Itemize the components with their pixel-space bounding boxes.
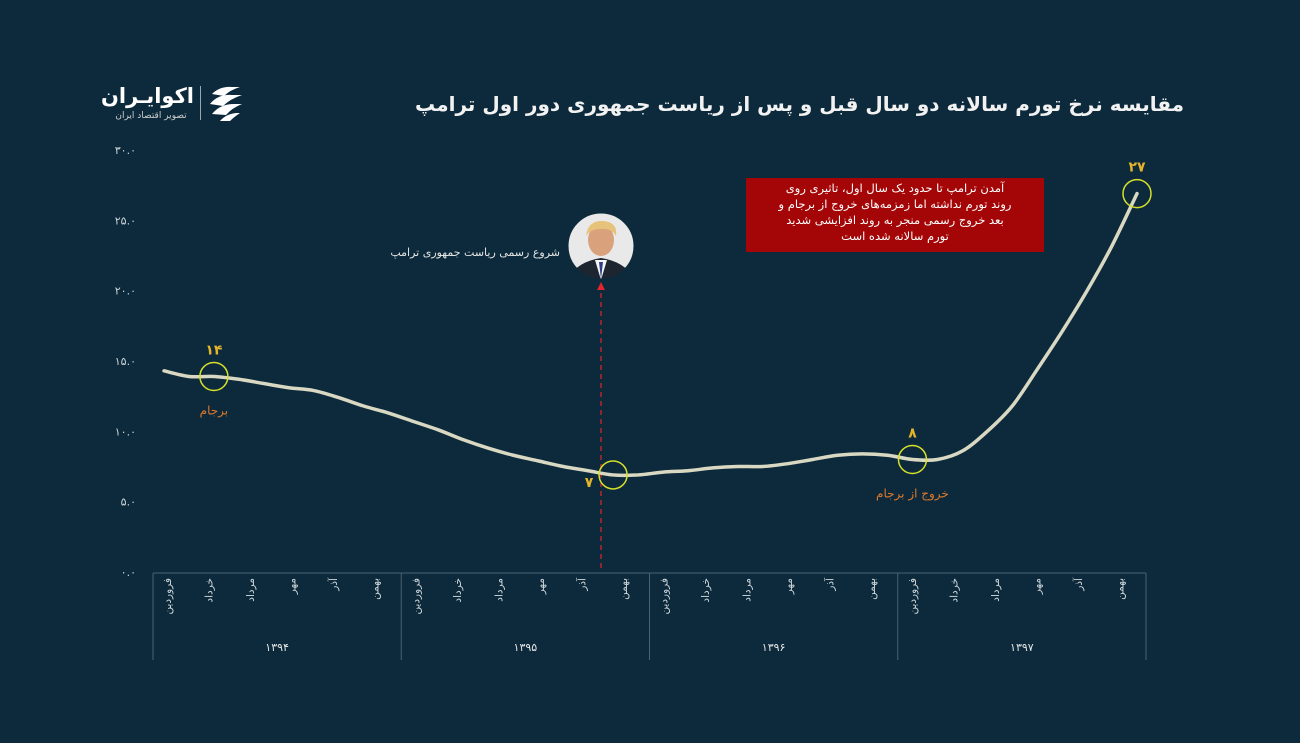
highlight-marker [598, 460, 628, 490]
logo-divider [200, 86, 201, 120]
note-line: روند تورم نداشته اما زمزمه‌های خروج از ب… [778, 197, 1012, 211]
year-label: ۱۳۹۵ [514, 641, 538, 654]
y-tick-label: ۲۰.۰ [115, 285, 136, 298]
logo-subtitle: تصویر اقتصاد ایران [115, 111, 187, 121]
month-label: آذر [575, 577, 588, 592]
month-label: خرداد [700, 578, 712, 603]
data-label: ۸ [908, 425, 917, 441]
month-label: مرداد [245, 578, 257, 602]
month-label: مهر [287, 578, 299, 595]
note-line: بعد خروج رسمی منجر به روند افزایشی شدید [786, 213, 1004, 227]
event-label: خروج از برجام [876, 486, 949, 501]
month-label: خرداد [204, 578, 216, 603]
month-label: خرداد [948, 578, 960, 603]
annotation-note: آمدن ترامپ تا حدود یک سال اول، تاثیری رو… [746, 178, 1044, 252]
month-label: خرداد [452, 578, 464, 603]
highlight-marker [1122, 178, 1152, 209]
trump-marker: شروع رسمی ریاست جمهوری ترامپ [390, 212, 635, 280]
highlights: ۱۴ برجام ۷ ۸ خروج از برجام ۲۷ [199, 160, 1152, 501]
year-label: ۱۳۹۶ [762, 641, 786, 654]
month-label: مهر [535, 578, 547, 595]
month-label: مهر [783, 578, 795, 595]
month-label: فروردین [659, 578, 671, 615]
trump-start-label: شروع رسمی ریاست جمهوری ترامپ [390, 246, 560, 259]
data-label: ۷ [585, 475, 594, 491]
x-axis: ۱۳۹۴ فروردین خرداد مرداد مهر آذر بهمن ۱۳۹۵ فرورد… [152, 572, 1147, 660]
month-label: فروردین [907, 578, 919, 615]
month-label: آذر [327, 577, 340, 592]
month-label: مهر [1031, 578, 1043, 595]
note-line: تورم سالانه شده است [841, 229, 949, 243]
y-axis: ۰.۰ ۵.۰ ۱۰.۰ ۱۵.۰ ۲۰.۰ ۲۵.۰ ۳۰.۰ [115, 144, 136, 579]
y-tick-label: ۱۵.۰ [115, 355, 136, 368]
y-tick-label: ۲۵.۰ [115, 214, 136, 227]
month-label: آذر [824, 577, 837, 592]
y-tick-label: ۵.۰ [121, 496, 136, 509]
y-tick-label: ۱۰.۰ [115, 425, 136, 438]
year-label: ۱۳۹۴ [265, 641, 289, 654]
highlight-marker [897, 444, 928, 475]
data-label: ۲۷ [1128, 160, 1146, 176]
month-label: بهمن [866, 578, 878, 600]
event-label: برجام [200, 403, 228, 418]
data-label: ۱۴ [205, 342, 223, 358]
month-label: مرداد [493, 578, 505, 602]
chart-title: مقایسه نرخ تورم سالانه دو سال قبل و پس ا… [415, 92, 1184, 116]
month-label: بهمن [618, 578, 630, 600]
month-label: فروردین [162, 578, 174, 615]
y-tick-label: ۰.۰ [121, 566, 136, 579]
month-label: آذر [1072, 577, 1085, 592]
logo: اکوایـران تصویر اقتصاد ایران [100, 84, 248, 124]
note-line: آمدن ترامپ تا حدود یک سال اول، تاثیری رو… [785, 181, 1005, 195]
month-label: بهمن [1114, 578, 1126, 600]
logo-name: اکوایـران [100, 84, 194, 108]
month-label: مرداد [990, 578, 1002, 602]
trump-line-arrow [597, 282, 605, 290]
year-label: ۱۳۹۷ [1010, 641, 1034, 654]
y-tick-label: ۳۰.۰ [115, 144, 136, 157]
month-label: فروردین [410, 578, 422, 615]
month-label: مرداد [742, 578, 754, 602]
month-label: بهمن [370, 578, 382, 600]
inflation-series-line [162, 191, 1139, 478]
logo-mark-icon [210, 86, 242, 121]
highlight-marker [199, 361, 229, 392]
